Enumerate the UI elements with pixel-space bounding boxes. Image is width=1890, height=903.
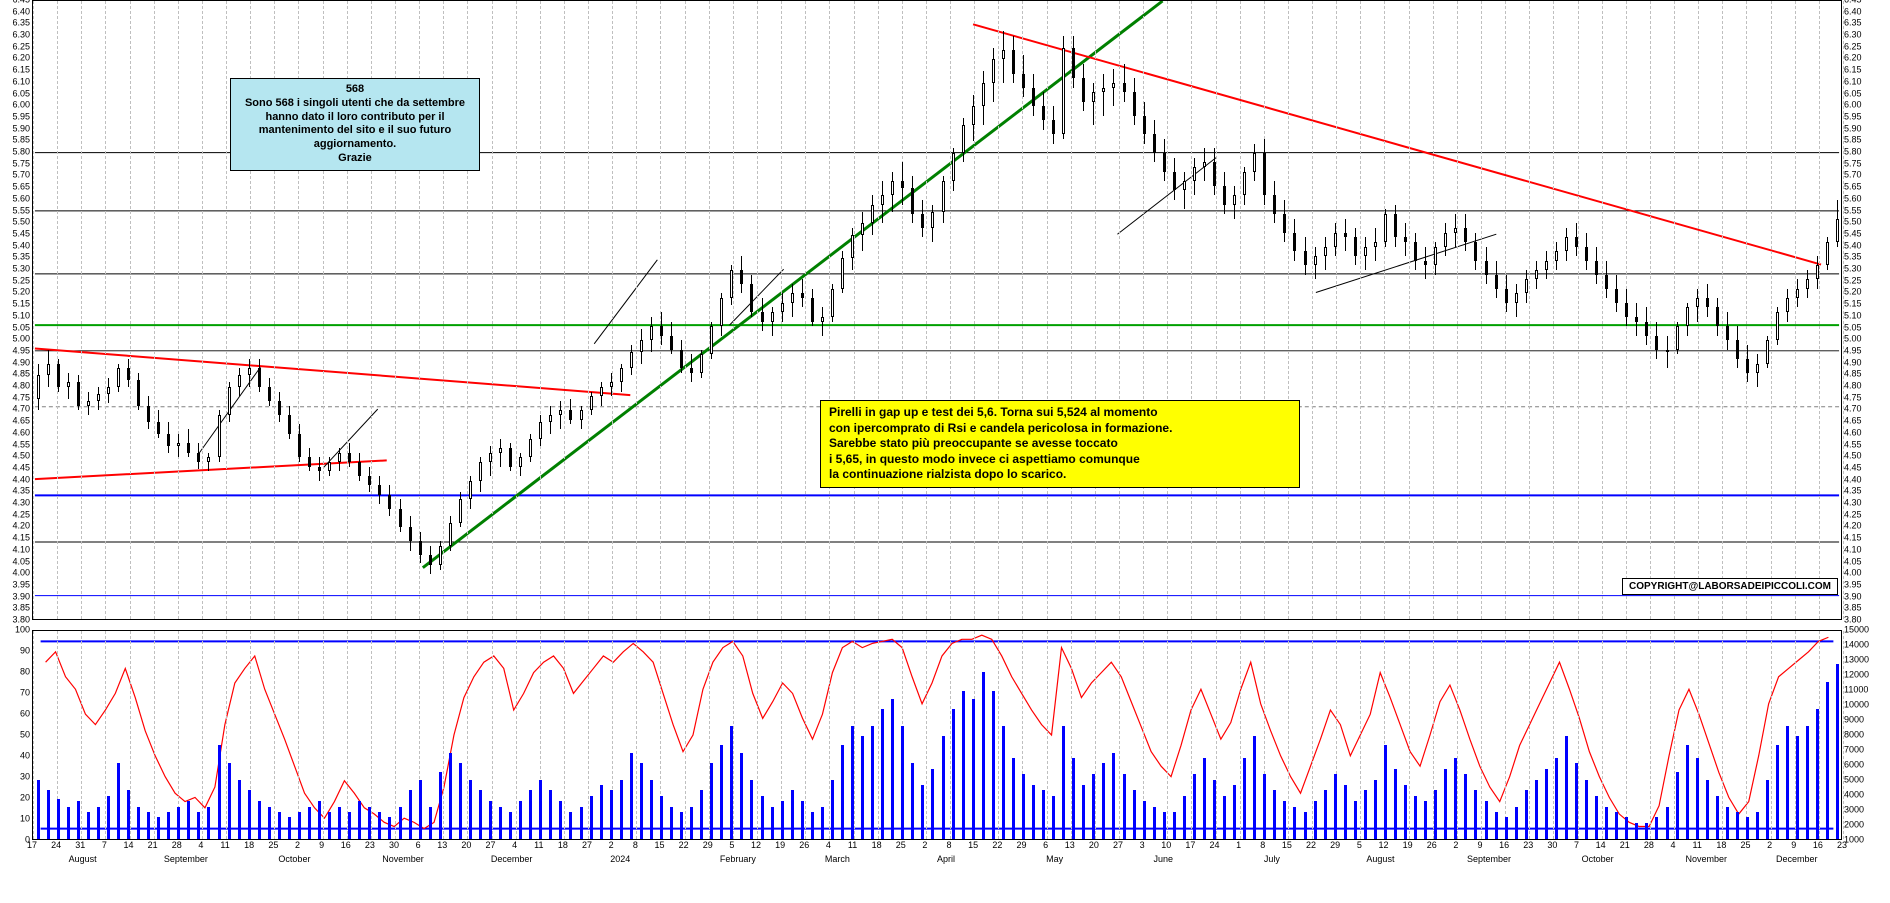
indicator-pane[interactable] [32,630,1842,840]
chart-root: PIRELLI&C (5.51000, 5.60400, 5.51000, 5.… [0,0,1890,903]
analysis-commentary-box: Pirelli in gap up e test dei 5,6. Torna … [820,400,1300,488]
volume-axis-right: 1000200030004000500060007000800090001000… [1844,630,1890,840]
rsi-overlay [33,631,1841,839]
price-axis-left: 3.803.853.903.954.004.054.104.154.204.25… [0,0,30,620]
price-axis-right: 3.803.853.903.954.004.054.104.154.204.25… [1844,0,1890,620]
info-body: Sono 568 i singoli utenti che da settemb… [239,97,471,152]
time-axis: 1724317142128411182529162330613202741118… [32,840,1842,900]
info-thanks: Grazie [239,152,471,166]
contributors-info-box: 568 Sono 568 i singoli utenti che da set… [230,78,480,171]
copyright-label: COPYRIGHT@LABORSADEIPICCOLI.COM [1622,578,1838,595]
rsi-axis-left: 0102030405060708090100 [0,630,30,840]
info-header: 568 [239,83,471,97]
